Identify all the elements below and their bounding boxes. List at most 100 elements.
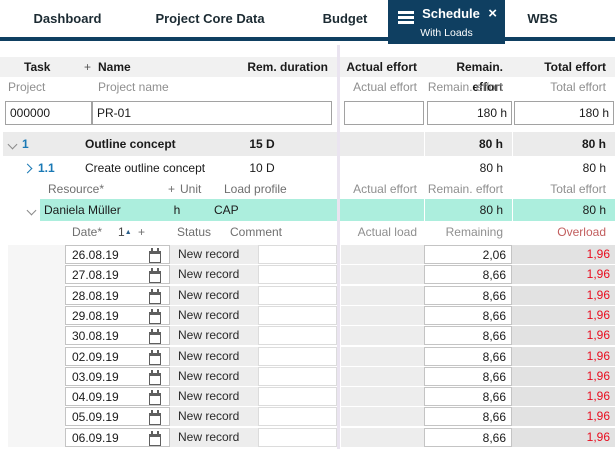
remaining-load-cell[interactable]: 8,66 bbox=[424, 428, 512, 447]
comment-cell[interactable] bbox=[258, 326, 337, 345]
tab-bar-underline bbox=[0, 37, 615, 41]
calendar-icon[interactable] bbox=[149, 268, 161, 283]
task-number-link[interactable]: 1 bbox=[22, 137, 29, 151]
calendar-icon[interactable] bbox=[149, 329, 161, 344]
date-cell[interactable]: 27.08.19 bbox=[65, 265, 170, 284]
subcol-actual-effort: Actual effort bbox=[353, 80, 417, 94]
calendar-icon[interactable] bbox=[149, 410, 161, 425]
actual-load-cell bbox=[341, 367, 424, 386]
calendar-icon[interactable] bbox=[149, 370, 161, 385]
task-rem-duration: 10 D bbox=[249, 161, 275, 175]
close-tab-icon[interactable]: × bbox=[488, 5, 497, 22]
comment-cell[interactable] bbox=[258, 245, 337, 264]
status-cell: New record bbox=[170, 265, 258, 284]
date-cell[interactable]: 04.09.19 bbox=[65, 387, 170, 406]
calendar-icon[interactable] bbox=[149, 431, 161, 446]
remaining-load-cell[interactable]: 8,66 bbox=[424, 387, 512, 406]
calendar-icon[interactable] bbox=[149, 309, 161, 324]
project-id-field[interactable]: 000000 bbox=[5, 101, 92, 125]
add-load-column-button[interactable]: + bbox=[138, 225, 146, 239]
comment-cell[interactable] bbox=[258, 286, 337, 305]
project-total-effort-field[interactable]: 180 h bbox=[514, 101, 614, 125]
remaining-load-cell[interactable]: 8,66 bbox=[424, 367, 512, 386]
date-value: 06.09.19 bbox=[72, 431, 119, 445]
add-task-column-button[interactable]: + bbox=[84, 60, 92, 74]
calendar-icon[interactable] bbox=[149, 248, 161, 263]
comment-cell[interactable] bbox=[258, 387, 337, 406]
status-cell: New record bbox=[170, 407, 258, 426]
comment-cell[interactable] bbox=[258, 407, 337, 426]
date-cell[interactable]: 03.09.19 bbox=[65, 367, 170, 386]
status-cell: New record bbox=[170, 326, 258, 345]
date-value: 04.09.19 bbox=[72, 390, 119, 404]
comment-cell[interactable] bbox=[258, 306, 337, 325]
task-remain-effort: 80 h bbox=[479, 161, 503, 175]
tab-bar: Dashboard Project Core Data Budget WBS bbox=[0, 0, 615, 41]
comment-cell[interactable] bbox=[258, 265, 337, 284]
comment-cell[interactable] bbox=[258, 347, 337, 366]
date-cell[interactable]: 26.08.19 bbox=[65, 245, 170, 264]
calendar-icon[interactable] bbox=[149, 390, 161, 405]
date-value: 30.08.19 bbox=[72, 329, 119, 343]
remaining-load-cell[interactable]: 8,66 bbox=[424, 326, 512, 345]
hamburger-menu-icon[interactable] bbox=[398, 11, 414, 14]
calendar-icon[interactable] bbox=[149, 289, 161, 304]
remaining-load-cell[interactable]: 8,66 bbox=[424, 265, 512, 284]
date-cell[interactable]: 05.09.19 bbox=[65, 407, 170, 426]
remaining-load-cell[interactable]: 8,66 bbox=[424, 286, 512, 305]
tab-wbs[interactable]: WBS bbox=[527, 11, 558, 26]
actual-load-cell bbox=[341, 286, 424, 305]
date-value: 02.09.19 bbox=[72, 350, 119, 364]
col-remain-effort: Remain. effort bbox=[427, 182, 503, 196]
resource-header-row: Resource* + Unit Load profile Actual eff… bbox=[0, 180, 615, 199]
remaining-load-cell[interactable]: 2,06 bbox=[424, 245, 512, 264]
date-value: 29.08.19 bbox=[72, 309, 119, 323]
load-table-indent bbox=[8, 245, 65, 447]
project-row: 000000 PR-01 180 h 180 h bbox=[0, 101, 615, 127]
subcol-project: Project bbox=[8, 80, 46, 94]
actual-load-cell bbox=[341, 306, 424, 325]
tab-budget[interactable]: Budget bbox=[322, 11, 368, 26]
remaining-load-cell[interactable]: 8,66 bbox=[424, 407, 512, 426]
expand-task-1-1-icon[interactable] bbox=[22, 163, 33, 174]
tab-dashboard[interactable]: Dashboard bbox=[33, 11, 102, 26]
status-cell: New record bbox=[170, 387, 258, 406]
remaining-load-cell[interactable]: 8,66 bbox=[424, 347, 512, 366]
load-row: 04.09.19 New record 8,66 1,96 bbox=[0, 387, 615, 406]
actual-load-cell bbox=[341, 428, 424, 447]
calendar-icon[interactable] bbox=[149, 350, 161, 365]
project-actual-effort-field[interactable] bbox=[344, 101, 424, 125]
date-cell[interactable]: 29.08.19 bbox=[65, 306, 170, 325]
date-cell[interactable]: 30.08.19 bbox=[65, 326, 170, 345]
tab-schedule[interactable]: Schedule × With Loads bbox=[388, 0, 505, 44]
load-row: 05.09.19 New record 8,66 1,96 bbox=[0, 407, 615, 426]
collapse-resource-icon[interactable] bbox=[26, 205, 37, 216]
overload-cell: 1,96 bbox=[512, 306, 615, 325]
project-name-field[interactable]: PR-01 bbox=[92, 101, 332, 125]
comment-cell[interactable] bbox=[258, 428, 337, 447]
task-total-effort: 80 h bbox=[581, 137, 606, 151]
date-cell[interactable]: 28.08.19 bbox=[65, 286, 170, 305]
sort-indicator[interactable]: 1▲ bbox=[118, 222, 132, 243]
add-resource-column-button[interactable]: + bbox=[168, 182, 176, 196]
project-remain-effort-field[interactable]: 180 h bbox=[427, 101, 512, 125]
tab-schedule-sublabel: With Loads bbox=[420, 27, 473, 39]
date-cell[interactable]: 06.09.19 bbox=[65, 428, 170, 447]
comment-cell[interactable] bbox=[258, 367, 337, 386]
overload-cell: 1,96 bbox=[512, 265, 615, 284]
resource-unit: h bbox=[173, 203, 181, 217]
col-actual-load: Actual load bbox=[357, 225, 417, 239]
remaining-load-cell[interactable]: 8,66 bbox=[424, 306, 512, 325]
resource-remain-effort: 80 h bbox=[479, 203, 503, 217]
date-cell[interactable]: 02.09.19 bbox=[65, 347, 170, 366]
col-total-effort: Total effort bbox=[550, 182, 606, 196]
pane-splitter[interactable] bbox=[337, 45, 340, 449]
task-number-link[interactable]: 1.1 bbox=[38, 161, 55, 175]
status-cell: New record bbox=[170, 367, 258, 386]
task-table-header-row: Task + Name Rem. duration Actual effort … bbox=[0, 57, 615, 94]
overload-cell: 1,96 bbox=[512, 407, 615, 426]
resource-name: Daniela Müller bbox=[44, 203, 121, 217]
resource-row-daniela-mueller[interactable]: Daniela Müller h CAP 80 h 80 h bbox=[0, 199, 615, 221]
tab-project-core-data[interactable]: Project Core Data bbox=[155, 11, 265, 26]
load-row: 28.08.19 New record 8,66 1,96 bbox=[0, 286, 615, 305]
